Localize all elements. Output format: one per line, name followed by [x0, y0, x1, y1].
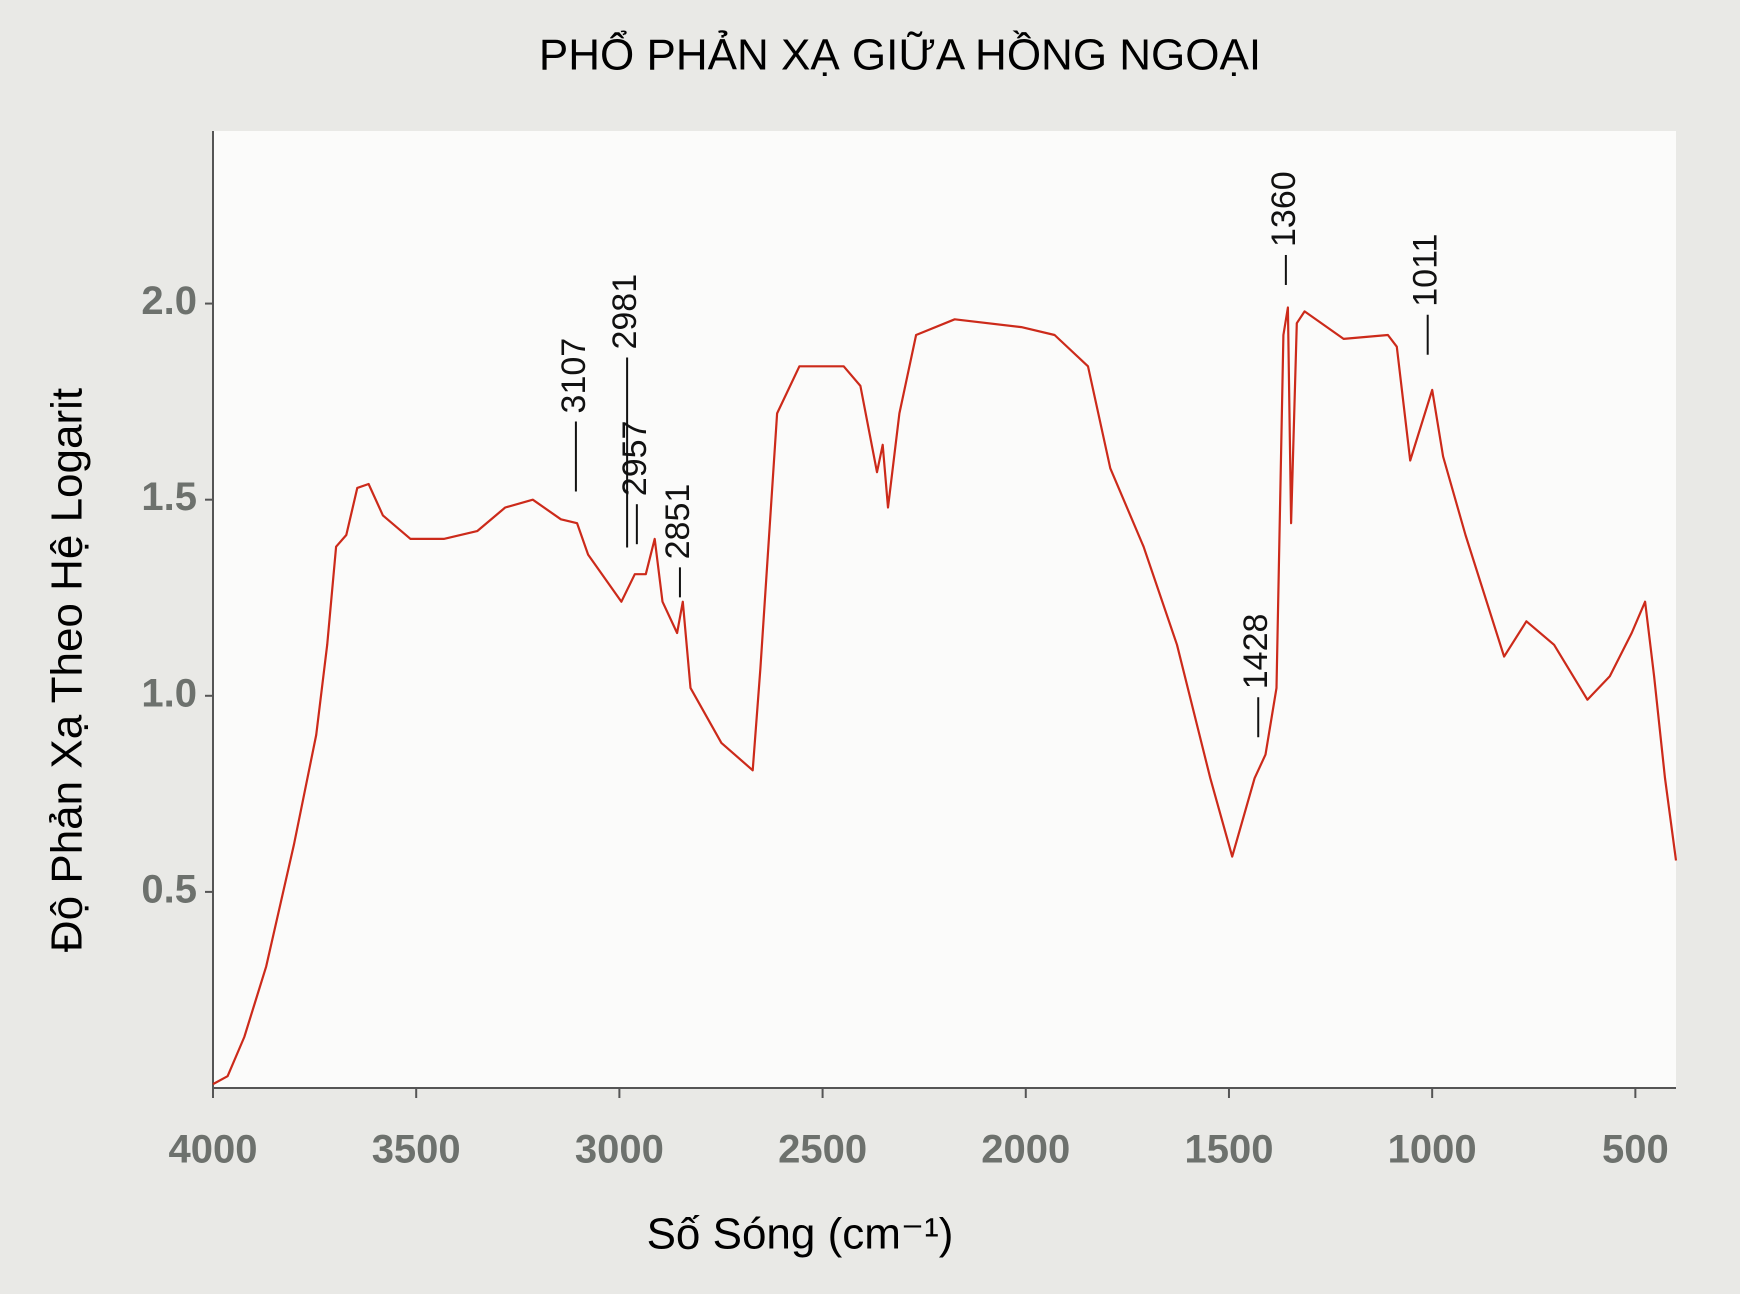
x-tick-label: 1000: [1388, 1128, 1477, 1172]
peak-label: 2851: [659, 484, 697, 560]
x-tick-label: 2500: [778, 1128, 867, 1172]
y-tick-label: 1.0: [141, 671, 197, 715]
x-tick-label: 2000: [981, 1128, 1070, 1172]
x-tick-label: 1500: [1184, 1128, 1273, 1172]
peak-label: 1428: [1237, 614, 1275, 690]
y-tick-label: 1.5: [141, 475, 197, 519]
x-tick-label: 3500: [372, 1128, 461, 1172]
peak-label: 3107: [555, 338, 593, 414]
x-axis-label: Số Sóng (cm⁻¹): [647, 1210, 954, 1259]
chart-title: PHỔ PHẢN XẠ GIỮA HỒNG NGOẠI: [539, 29, 1261, 80]
x-tick-label: 3000: [575, 1128, 664, 1172]
peak-label: 1360: [1265, 171, 1303, 247]
y-tick-label: 0.5: [141, 867, 197, 911]
y-tick-label: 2.0: [141, 279, 197, 323]
peak-label: 2957: [616, 421, 654, 497]
peak-label: 2981: [606, 274, 644, 350]
spectrum-line: [212, 306, 1678, 1086]
x-tick-label: 500: [1602, 1128, 1669, 1172]
x-tick-label: 4000: [169, 1128, 258, 1172]
peak-label: 1011: [1407, 234, 1445, 307]
plot-area: [213, 131, 1676, 1088]
y-axis-label: Độ Phản Xạ Theo Hệ Logarit: [43, 388, 92, 952]
